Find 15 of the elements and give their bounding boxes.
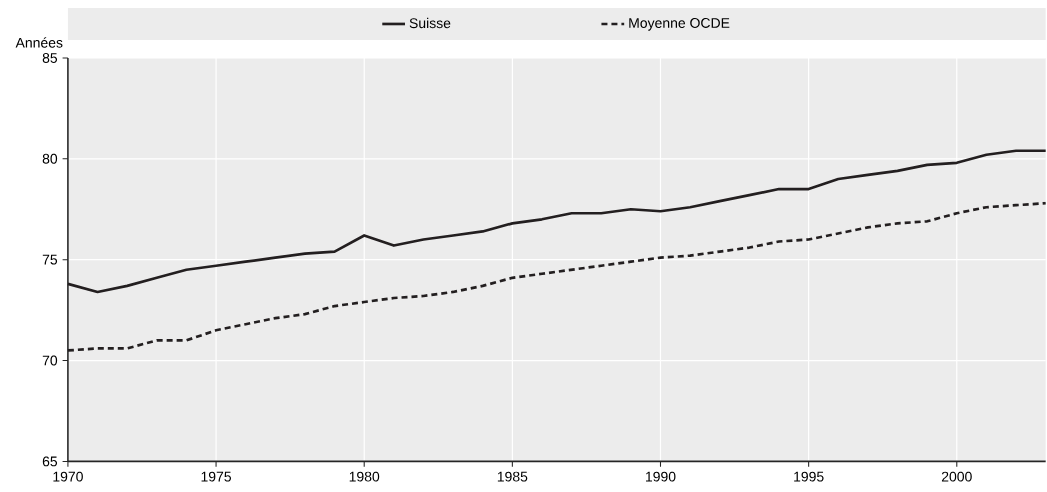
y-tick-label: 85 bbox=[42, 52, 58, 63]
x-tick-label: 1970 bbox=[53, 471, 83, 482]
y-tick-label: 75 bbox=[42, 254, 58, 265]
x-tick-label: 1980 bbox=[349, 471, 380, 482]
x-tick-label: 2000 bbox=[941, 471, 972, 482]
x-tick-label: 1990 bbox=[646, 471, 676, 482]
y-tick-label: 65 bbox=[42, 456, 58, 467]
y-axis-title: Années bbox=[15, 37, 63, 48]
x-tick-label: 1975 bbox=[201, 471, 232, 482]
y-tick-label: 80 bbox=[42, 153, 58, 164]
legend-label: Suisse bbox=[409, 17, 451, 28]
legend-label: Moyenne OCDE bbox=[629, 17, 730, 31]
x-tick-label: 1995 bbox=[794, 471, 824, 482]
y-tick-label: 70 bbox=[42, 355, 58, 366]
x-tick-label: 1985 bbox=[497, 471, 528, 482]
